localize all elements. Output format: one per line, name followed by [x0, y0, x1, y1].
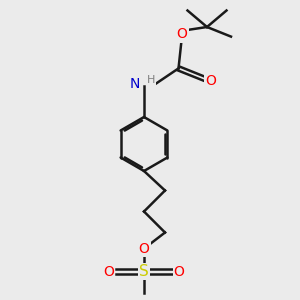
Text: O: O: [103, 265, 114, 278]
Text: O: O: [139, 242, 149, 256]
Text: N: N: [130, 77, 140, 91]
Text: O: O: [177, 28, 188, 41]
Text: S: S: [139, 264, 149, 279]
Text: O: O: [205, 74, 216, 88]
Text: O: O: [174, 265, 184, 278]
Text: H: H: [146, 75, 155, 85]
